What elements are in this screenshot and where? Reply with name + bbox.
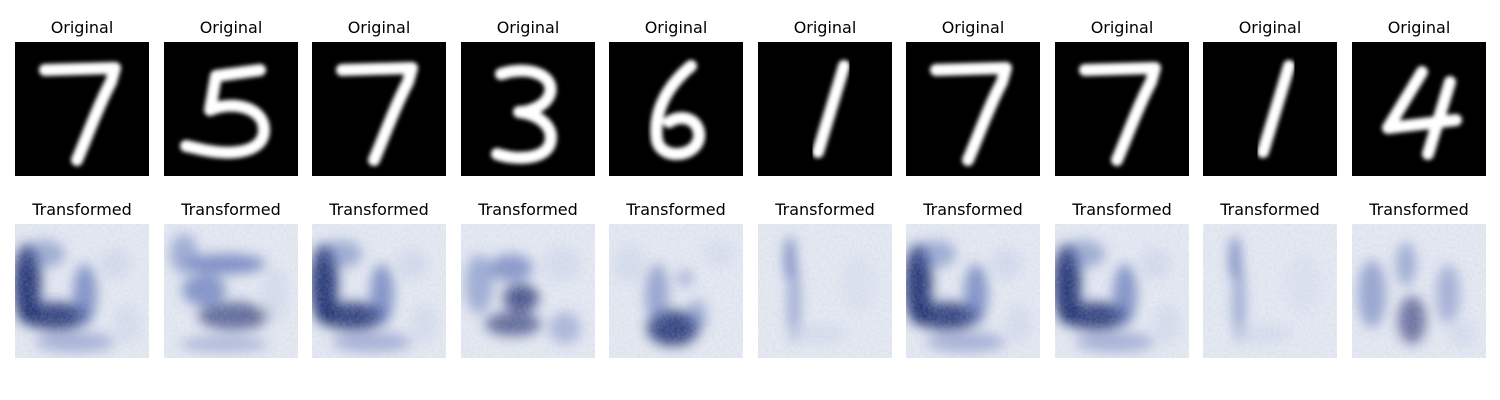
original-title: Original: [644, 18, 708, 37]
original-digit-image: [1352, 42, 1486, 176]
transformed-title: Transformed: [1220, 200, 1320, 219]
original-panel: Original: [758, 16, 892, 176]
digit-stroke: [1382, 66, 1462, 160]
transformed-title: Transformed: [1072, 200, 1172, 219]
original-title: Original: [941, 18, 1005, 37]
transformed-panel: Transformed: [1352, 198, 1486, 358]
transformed-panel: Transformed: [1203, 198, 1337, 358]
digit-stroke: [491, 64, 557, 164]
original-panel: Original: [15, 16, 149, 176]
transformed-digit-image: [461, 224, 595, 358]
digit-stroke: [1257, 60, 1295, 158]
original-digit-image: [164, 42, 298, 176]
transformed-title: Transformed: [181, 200, 281, 219]
digit-stroke: [930, 62, 1012, 166]
original-panel: Original: [461, 16, 595, 176]
transformed-panel: Transformed: [461, 198, 595, 358]
original-images-row: Original Original Original Original Original…: [0, 16, 1500, 176]
transformed-title: Transformed: [923, 200, 1023, 219]
original-panel: Original: [164, 16, 298, 176]
transformed-panel: Transformed: [609, 198, 743, 358]
transformed-digit-image: [312, 224, 446, 358]
original-digit-image: [15, 42, 149, 176]
transformed-digit-image: [1055, 224, 1189, 358]
digit-stroke: [650, 60, 706, 160]
digit-stroke: [180, 64, 270, 159]
transformed-digit-image: [15, 224, 149, 358]
transformed-images-row: Transformed Transformed Transformed Transfo…: [0, 198, 1500, 358]
original-panel: Original: [609, 16, 743, 176]
transformed-title: Transformed: [626, 200, 726, 219]
transformed-digit-image: [1203, 224, 1337, 358]
original-panel: Original: [1055, 16, 1189, 176]
transformed-panel: Transformed: [906, 198, 1040, 358]
original-title: Original: [199, 18, 263, 37]
original-panel: Original: [906, 16, 1040, 176]
digit-stroke: [39, 62, 121, 166]
original-digit-image: [906, 42, 1040, 176]
original-title: Original: [793, 18, 857, 37]
transformed-panel: Transformed: [15, 198, 149, 358]
transformed-title: Transformed: [478, 200, 578, 219]
original-digit-image: [758, 42, 892, 176]
original-title: Original: [347, 18, 411, 37]
original-digit-image: [609, 42, 743, 176]
transformed-digit-image: [164, 224, 298, 358]
transformed-panel: Transformed: [312, 198, 446, 358]
transformed-title: Transformed: [775, 200, 875, 219]
transformed-digit-image: [758, 224, 892, 358]
original-digit-image: [1203, 42, 1337, 176]
transformed-digit-image: [1352, 224, 1486, 358]
transformed-panel: Transformed: [1055, 198, 1189, 358]
original-title: Original: [1090, 18, 1154, 37]
transformed-digit-image: [906, 224, 1040, 358]
transformed-title: Transformed: [1369, 200, 1469, 219]
digit-stroke: [812, 60, 850, 158]
original-digit-image: [312, 42, 446, 176]
original-title: Original: [1387, 18, 1451, 37]
transformed-title: Transformed: [32, 200, 132, 219]
transformed-panel: Transformed: [164, 198, 298, 358]
original-panel: Original: [312, 16, 446, 176]
original-digit-image: [461, 42, 595, 176]
transformed-panel: Transformed: [758, 198, 892, 358]
transformed-digit-image: [609, 224, 743, 358]
original-panel: Original: [1352, 16, 1486, 176]
transformed-title: Transformed: [329, 200, 429, 219]
original-title: Original: [496, 18, 560, 37]
digit-stroke: [1079, 62, 1161, 166]
original-panel: Original: [1203, 16, 1337, 176]
original-digit-image: [1055, 42, 1189, 176]
original-title: Original: [1238, 18, 1302, 37]
digit-stroke: [336, 62, 418, 166]
original-title: Original: [50, 18, 114, 37]
